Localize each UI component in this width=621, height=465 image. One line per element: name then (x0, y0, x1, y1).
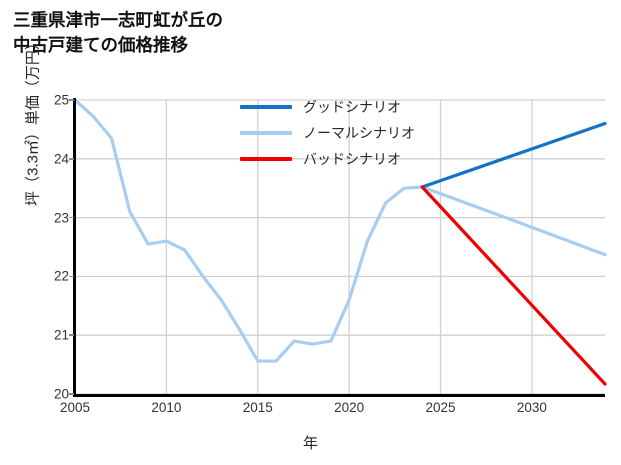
x-tick-label: 2015 (242, 400, 273, 415)
legend-item[interactable]: ノーマルシナリオ (240, 120, 470, 146)
y-tick-label: 25 (53, 92, 69, 108)
x-tick-label: 2020 (334, 400, 365, 415)
series-line (420, 185, 607, 386)
legend-label: バッドシナリオ (303, 151, 401, 167)
y-tick-mark (69, 158, 74, 160)
legend-label: ノーマルシナリオ (303, 125, 415, 141)
y-tick-label: 23 (53, 210, 69, 226)
y-tick-mark (69, 275, 74, 278)
y-tick-label: 20 (53, 386, 69, 402)
y-axis-label: 坪（3.3㎡）単価（万円） (24, 35, 42, 206)
y-axis-line (73, 98, 76, 396)
series-line (420, 121, 607, 189)
y-tick-label: 22 (53, 268, 69, 284)
chart-legend: グッドシナリオ ノーマルシナリオ バッドシナリオ (240, 94, 470, 172)
x-tick-label: 2025 (425, 400, 456, 415)
x-tick-label: 2030 (516, 400, 547, 415)
x-tick-label: 2005 (59, 400, 91, 415)
data-series-layer (73, 98, 607, 386)
y-tick-mark (69, 216, 74, 219)
y-tick-mark (69, 393, 74, 395)
series-line (73, 98, 607, 363)
legend-label: グッドシナリオ (303, 99, 401, 115)
y-tick-mark (69, 334, 74, 336)
y-axis-ticks: 25 24 23 22 21 20 (37, 0, 69, 465)
x-tick-label: 2010 (151, 400, 182, 415)
y-tick-label: 21 (53, 327, 69, 343)
x-axis-line (73, 394, 605, 397)
y-tick-label: 24 (53, 151, 69, 167)
legend-color-swatch (240, 131, 292, 135)
legend-item[interactable]: バッドシナリオ (240, 146, 470, 172)
x-axis-label: 年 (302, 435, 318, 452)
chart-title: 三重県津市一志町虹が丘の 中古戸建ての価格推移 (13, 10, 223, 55)
legend-color-swatch (240, 157, 292, 161)
legend-item[interactable]: グッドシナリオ (240, 94, 470, 120)
y-tick-mark (69, 99, 74, 101)
legend-color-swatch (240, 105, 292, 109)
